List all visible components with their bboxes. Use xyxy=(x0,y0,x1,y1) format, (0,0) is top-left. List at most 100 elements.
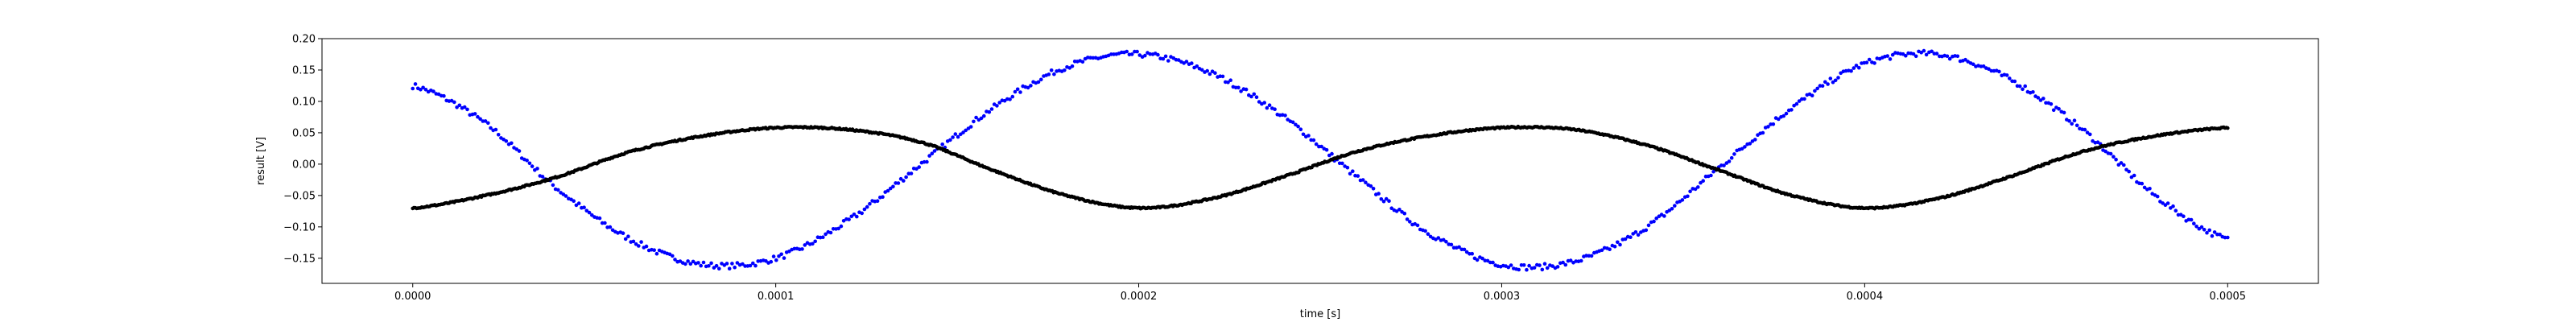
data-point xyxy=(956,134,960,139)
data-point xyxy=(1924,52,1929,57)
data-point xyxy=(1360,178,1365,182)
data-point xyxy=(1743,145,1747,149)
data-point xyxy=(1457,245,1461,250)
data-point xyxy=(1441,237,1446,242)
data-point xyxy=(925,159,929,164)
data-point xyxy=(431,89,436,93)
data-point xyxy=(1364,180,1368,184)
data-point xyxy=(730,262,734,266)
data-point xyxy=(1319,144,1323,149)
data-point xyxy=(540,175,545,179)
data-point xyxy=(1699,180,1703,185)
data-point xyxy=(1890,52,1895,57)
data-point xyxy=(2202,228,2207,232)
data-point xyxy=(1311,138,1316,142)
data-point xyxy=(621,231,625,236)
data-point xyxy=(514,147,518,151)
y-axis: −0.15 −0.10 −0.05 0.00 0.05 0.10 0.15 0.20 xyxy=(283,34,322,265)
data-point xyxy=(1618,242,1622,247)
data-point xyxy=(1190,61,1194,65)
data-point xyxy=(1415,223,1420,228)
data-point xyxy=(1826,82,1830,86)
data-point xyxy=(1377,192,1381,196)
data-point xyxy=(1922,48,1926,53)
data-point xyxy=(1013,89,1018,94)
data-point xyxy=(1026,85,1030,90)
data-point xyxy=(1833,78,1838,83)
data-point xyxy=(940,142,944,147)
data-point xyxy=(1262,101,1266,105)
data-point xyxy=(855,214,859,219)
data-point xyxy=(2155,194,2160,199)
data-point xyxy=(1340,161,1344,166)
data-point xyxy=(1176,58,1181,62)
data-point xyxy=(652,248,656,253)
data-point xyxy=(1348,171,1352,176)
data-point xyxy=(1673,204,1677,208)
data-point xyxy=(576,201,581,205)
data-point xyxy=(2129,175,2134,180)
data-point xyxy=(696,261,700,265)
data-point xyxy=(888,186,893,191)
data-point xyxy=(667,252,672,257)
data-point xyxy=(2171,204,2175,208)
data-point xyxy=(727,266,732,271)
data-point xyxy=(603,221,607,225)
data-point xyxy=(720,262,724,266)
data-point xyxy=(556,188,560,192)
data-point xyxy=(1732,152,1736,156)
data-point xyxy=(1828,76,1833,80)
data-point xyxy=(1408,220,1412,224)
data-point xyxy=(989,107,994,111)
data-point xyxy=(1654,216,1658,221)
data-point xyxy=(2062,110,2066,115)
data-point xyxy=(1143,53,1147,58)
data-point xyxy=(1629,235,1633,240)
data-point xyxy=(2161,201,2165,205)
data-point xyxy=(1049,68,1054,72)
data-point xyxy=(1525,267,1529,272)
data-point xyxy=(1612,244,1617,249)
data-point xyxy=(2083,127,2087,132)
data-point xyxy=(1784,111,1789,116)
data-point xyxy=(631,239,636,244)
data-point xyxy=(623,237,628,242)
data-point xyxy=(1857,65,1861,70)
data-point xyxy=(2070,122,2074,126)
data-point xyxy=(572,199,576,203)
data-point xyxy=(909,171,914,175)
data-point xyxy=(1989,68,1994,73)
data-point xyxy=(862,207,867,212)
data-point xyxy=(896,181,901,185)
data-point xyxy=(1589,254,1594,258)
data-point xyxy=(1919,51,1923,55)
data-point xyxy=(902,179,906,183)
data-point xyxy=(1488,260,1492,265)
data-point xyxy=(590,213,594,217)
data-point xyxy=(748,263,753,268)
data-point xyxy=(1930,49,1934,54)
data-point xyxy=(1109,52,1113,56)
data-point xyxy=(510,141,514,146)
data-point xyxy=(1662,214,1666,218)
data-point xyxy=(894,181,898,185)
data-point xyxy=(813,239,817,244)
data-point xyxy=(1854,64,1859,68)
y-axis-label: result [V] xyxy=(255,137,267,185)
data-point xyxy=(2226,235,2230,240)
data-point xyxy=(787,250,791,254)
data-point xyxy=(1750,139,1755,143)
data-point xyxy=(724,262,729,266)
data-point xyxy=(2124,167,2128,172)
data-point xyxy=(771,254,776,258)
data-point xyxy=(953,132,958,136)
data-point xyxy=(1244,87,1249,92)
data-point xyxy=(961,130,965,134)
data-point xyxy=(2021,87,2025,92)
y-tick-label: 0.15 xyxy=(292,64,316,76)
data-point xyxy=(1831,80,1835,85)
data-point xyxy=(1236,85,1241,90)
data-point xyxy=(1307,134,1311,138)
data-point xyxy=(2049,102,2054,106)
data-point xyxy=(1063,68,1067,72)
